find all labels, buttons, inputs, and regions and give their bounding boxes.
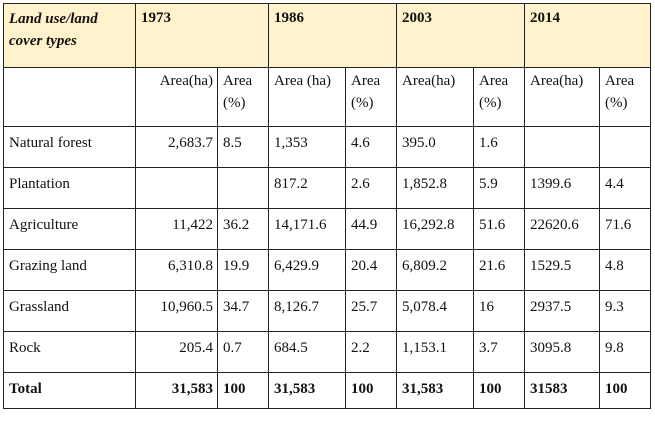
table-cell: 684.5	[268, 331, 346, 373]
table-cell: 36.2	[217, 208, 269, 250]
total-row: Total 31,583 100 31,583 100 31,583 100 31583 100	[3, 372, 651, 409]
table-cell: 8,126.7	[268, 290, 346, 332]
table-cell: 22620.6	[524, 208, 600, 250]
table-cell: 20.4	[345, 249, 397, 291]
table-cell: 16,292.8	[396, 208, 474, 250]
row-label: Grassland	[3, 290, 136, 332]
table-cell: 16	[473, 290, 525, 332]
table-cell: 14,171.6	[268, 208, 346, 250]
area-ha-header-1973: Area(ha)	[135, 67, 218, 127]
table-cell: 51.6	[473, 208, 525, 250]
table-cell: 6,809.2	[396, 249, 474, 291]
table-cell: 2.6	[345, 167, 397, 209]
row-label: Total	[3, 372, 136, 409]
area-pct-header-2003: Area (%)	[473, 67, 525, 127]
table-cell: 34.7	[217, 290, 269, 332]
table-cell: 21.6	[473, 249, 525, 291]
table-cell: 100	[473, 372, 525, 409]
area-ha-header-2003: Area(ha)	[396, 67, 474, 127]
table-cell: 31,583	[396, 372, 474, 409]
corner-header: Land use/land cover types	[3, 3, 136, 68]
area-pct-header-2014: Area (%)	[599, 67, 651, 127]
table-cell: 71.6	[599, 208, 651, 250]
area-ha-header-2014: Area(ha)	[524, 67, 600, 127]
area-ha-header-1986: Area (ha)	[268, 67, 346, 127]
table-cell: 5,078.4	[396, 290, 474, 332]
table-cell: 6,429.9	[268, 249, 346, 291]
table-cell	[524, 126, 600, 168]
table-cell: 25.7	[345, 290, 397, 332]
table-cell: 10,960.5	[135, 290, 218, 332]
year-header-2003: 2003	[396, 3, 525, 68]
table-cell: 4.4	[599, 167, 651, 209]
table-cell: 8.5	[217, 126, 269, 168]
subheader-row: Area(ha) Area (%) Area (ha) Area (%) Are…	[3, 67, 651, 127]
table-cell: 11,422	[135, 208, 218, 250]
table-cell: 395.0	[396, 126, 474, 168]
table-cell: 1,852.8	[396, 167, 474, 209]
table-cell: 1.6	[473, 126, 525, 168]
table-cell: 2,683.7	[135, 126, 218, 168]
row-label: Agriculture	[3, 208, 136, 250]
row-label: Plantation	[3, 167, 136, 209]
table-cell: 4.6	[345, 126, 397, 168]
table-cell: 9.8	[599, 331, 651, 373]
table-cell: 31,583	[268, 372, 346, 409]
area-pct-header-1973: Area (%)	[217, 67, 269, 127]
table-cell: 4.8	[599, 249, 651, 291]
year-header-1986: 1986	[268, 3, 397, 68]
table-cell: 31,583	[135, 372, 218, 409]
table-row: Plantation 817.2 2.6 1,852.8 5.9 1399.6 4.4	[3, 167, 651, 209]
table-cell: 1529.5	[524, 249, 600, 291]
table-cell: 1399.6	[524, 167, 600, 209]
table-cell	[599, 126, 651, 168]
table-row: Grazing land 6,310.8 19.9 6,429.9 20.4 6,809.…	[3, 249, 651, 291]
area-pct-header-1986: Area (%)	[345, 67, 397, 127]
row-label: Natural forest	[3, 126, 136, 168]
table-cell: 5.9	[473, 167, 525, 209]
table-cell: 6,310.8	[135, 249, 218, 291]
table-cell: 100	[217, 372, 269, 409]
row-label: Rock	[3, 331, 136, 373]
table-cell: 1,353	[268, 126, 346, 168]
table-cell: 100	[345, 372, 397, 409]
table-cell	[217, 167, 269, 209]
table-cell: 44.9	[345, 208, 397, 250]
table-cell: 3095.8	[524, 331, 600, 373]
table-row: Agriculture 11,422 36.2 14,171.6 44.9 16,292.…	[3, 208, 651, 250]
table-cell: 100	[599, 372, 651, 409]
header-row: Land use/land cover types 1973 1986 2003…	[3, 3, 651, 68]
table-cell: 1,153.1	[396, 331, 474, 373]
table-row: Rock 205.4 0.7 684.5 2.2 1,153.1 3.7 3095.8 9.8	[3, 331, 651, 373]
year-header-1973: 1973	[135, 3, 269, 68]
table-cell: 3.7	[473, 331, 525, 373]
table-row: Natural forest 2,683.7 8.5 1,353 4.6 395.0 1.6	[3, 126, 651, 168]
table-cell: 2937.5	[524, 290, 600, 332]
table-cell: 0.7	[217, 331, 269, 373]
table-cell: 205.4	[135, 331, 218, 373]
table-cell: 2.2	[345, 331, 397, 373]
table-cell: 19.9	[217, 249, 269, 291]
table-cell: 817.2	[268, 167, 346, 209]
year-header-2014: 2014	[524, 3, 651, 68]
table-cell: 31583	[524, 372, 600, 409]
table-cell	[135, 167, 218, 209]
subheader-empty	[3, 67, 136, 127]
table-row: Grassland 10,960.5 34.7 8,126.7 25.7 5,078.4 1…	[3, 290, 651, 332]
land-use-table: Land use/land cover types 1973 1986 2003…	[3, 3, 651, 409]
row-label: Grazing land	[3, 249, 136, 291]
table-cell: 9.3	[599, 290, 651, 332]
